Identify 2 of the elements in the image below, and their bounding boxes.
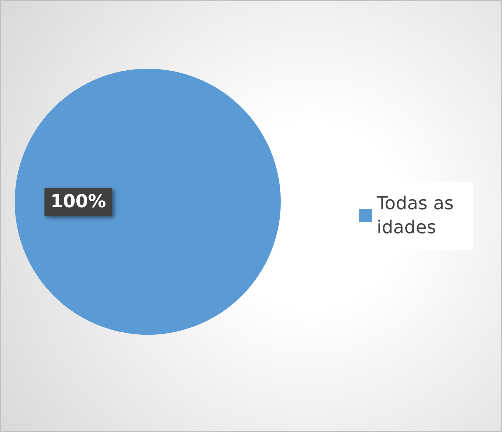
legend-label: Todas as idades [376,194,460,238]
data-label: 100% [50,192,106,212]
